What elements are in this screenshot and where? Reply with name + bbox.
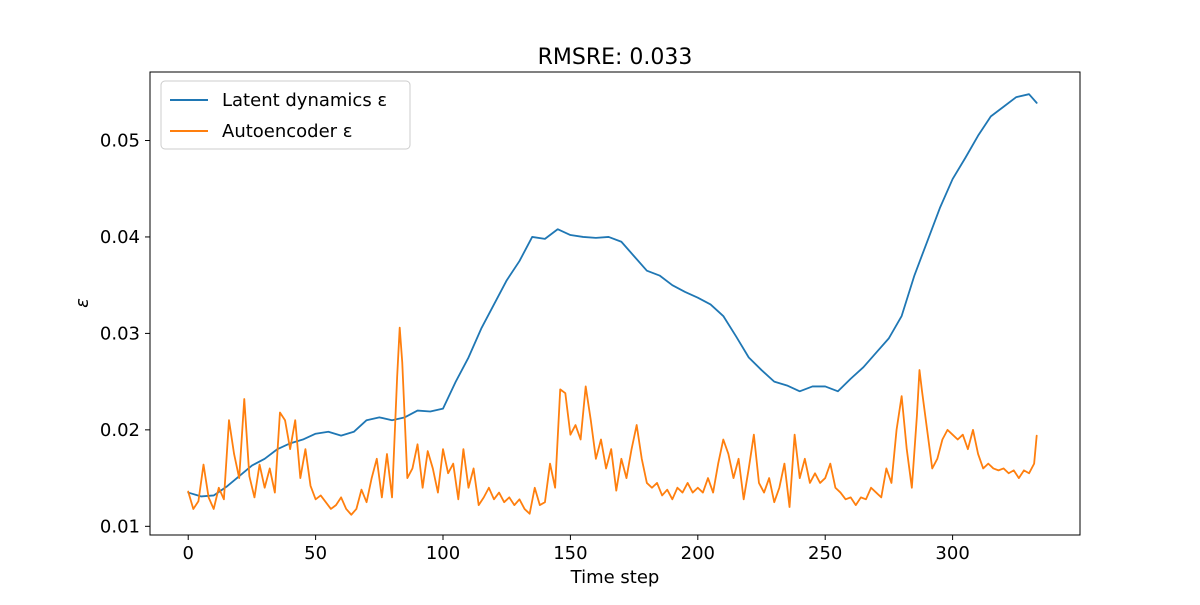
plot-frame (149, 71, 1081, 536)
x-axis: 0 50 100 150 200 250 300 (182, 535, 970, 564)
legend: Latent dynamics ε Autoencoder ε (160, 80, 411, 150)
y-tick-label: 0.04 (100, 227, 140, 248)
series-line-autoencoder (187, 326, 1038, 516)
legend-label-autoencoder: Autoencoder ε (222, 121, 353, 142)
legend-label-latent-dynamics: Latent dynamics ε (222, 90, 387, 111)
x-tick-label: 100 (426, 543, 460, 564)
y-tick-label: 0.02 (100, 420, 140, 441)
x-tick-label: 250 (808, 543, 842, 564)
x-tick-label: 300 (935, 543, 969, 564)
y-axis-label: ε (72, 298, 93, 308)
y-tick-label: 0.05 (100, 130, 140, 151)
x-axis-label: Time step (570, 567, 660, 588)
x-tick-label: 200 (681, 543, 715, 564)
chart-title: RMSRE: 0.033 (538, 45, 693, 70)
x-tick-label: 0 (182, 543, 193, 564)
x-tick-label: 150 (553, 543, 587, 564)
x-tick-label: 50 (304, 543, 327, 564)
y-axis: 0.01 0.02 0.03 0.04 0.05 (100, 130, 150, 537)
y-tick-label: 0.01 (100, 516, 140, 537)
y-tick-label: 0.03 (100, 323, 140, 344)
legend-box (160, 80, 411, 150)
series-line-latent-dynamics (187, 93, 1038, 498)
plot-area (187, 93, 1038, 516)
